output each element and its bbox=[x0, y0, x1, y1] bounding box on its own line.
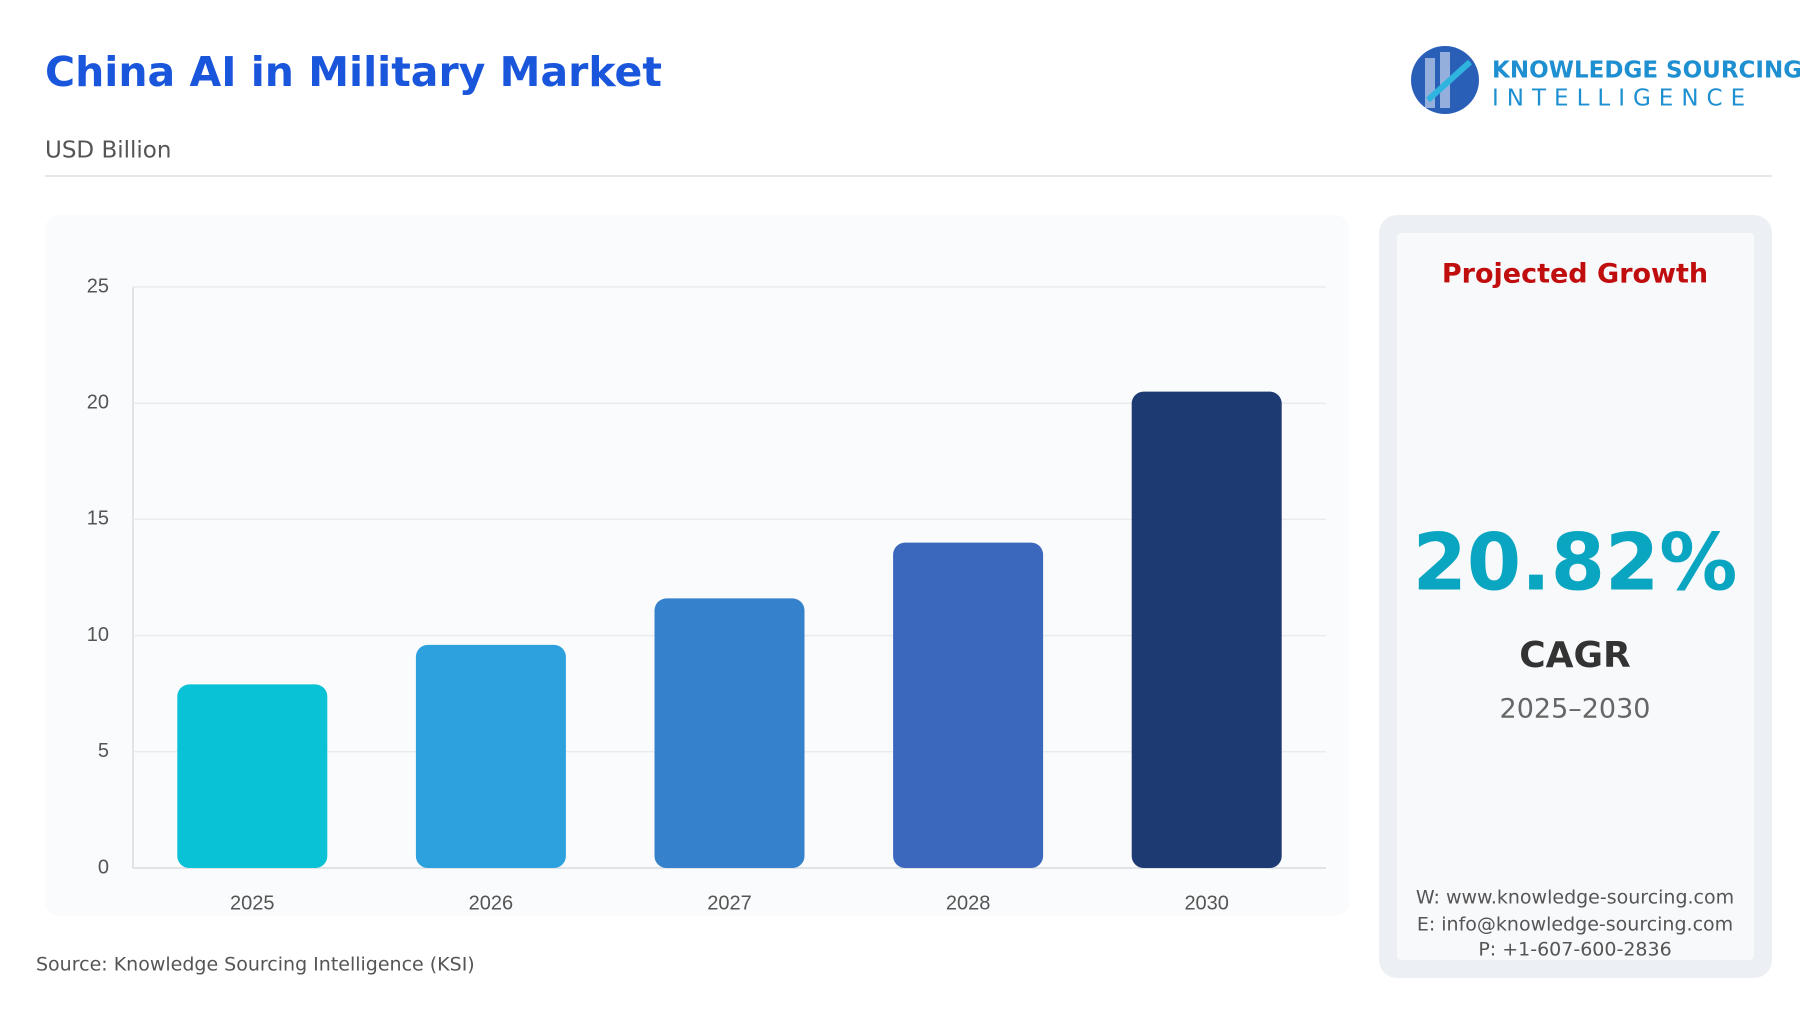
growth-heading: Projected Growth bbox=[1442, 259, 1708, 290]
y-tick-label: 25 bbox=[87, 275, 109, 297]
logo-line1: KNOWLEDGE SOURCING bbox=[1492, 58, 1800, 84]
logo-line2: INTELLIGENCE bbox=[1492, 86, 1753, 112]
contact: P: +1-607-600-2836 bbox=[1478, 939, 1671, 961]
y-tick-label: 5 bbox=[98, 740, 109, 762]
source: Source: Knowledge Sourcing Intelligence … bbox=[36, 954, 475, 976]
bar bbox=[415, 644, 566, 868]
x-tick-label: 2028 bbox=[946, 892, 991, 914]
contact: W: www.knowledge-sourcing.com bbox=[1416, 887, 1734, 909]
subtitle: USD Billion bbox=[45, 138, 171, 164]
cagr-label: CAGR bbox=[1519, 635, 1631, 676]
bar bbox=[177, 684, 328, 868]
chart-title: China AI in Military Market bbox=[45, 48, 662, 96]
x-tick-label: 2030 bbox=[1184, 892, 1229, 914]
y-tick-label: 10 bbox=[87, 624, 109, 646]
logo: KNOWLEDGE SOURCING INTELLIGENCE bbox=[1411, 46, 1800, 114]
y-tick-label: 15 bbox=[87, 508, 109, 530]
bar bbox=[1131, 391, 1282, 868]
x-tick-label: 2025 bbox=[230, 892, 275, 914]
bar bbox=[654, 598, 805, 868]
y-tick-label: 20 bbox=[87, 391, 109, 413]
cagr-value: 20.82% bbox=[1413, 518, 1738, 608]
growth-panel-inner bbox=[1397, 233, 1754, 960]
bar bbox=[893, 542, 1044, 868]
cagr-period: 2025–2030 bbox=[1500, 694, 1651, 725]
y-tick-label: 0 bbox=[98, 856, 109, 878]
x-tick-label: 2027 bbox=[707, 892, 752, 914]
x-tick-label: 2026 bbox=[469, 892, 514, 914]
contact: E: info@knowledge-sourcing.com bbox=[1417, 914, 1733, 936]
